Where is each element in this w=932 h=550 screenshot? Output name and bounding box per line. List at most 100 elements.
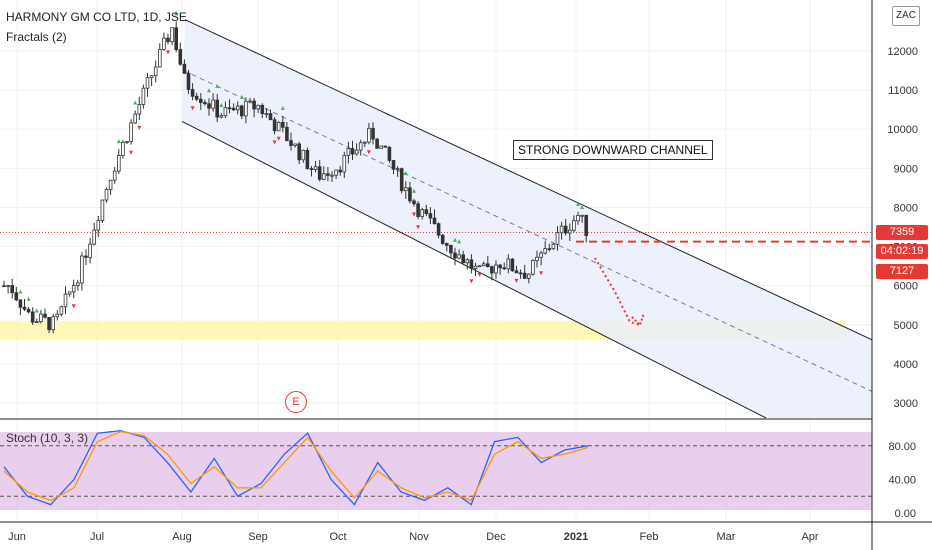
candle[interactable] xyxy=(244,100,248,117)
annotation-label[interactable]: STRONG DOWNWARD CHANNEL xyxy=(513,140,713,160)
candle[interactable] xyxy=(276,121,281,132)
candle[interactable] xyxy=(367,127,371,143)
stoch-line-d[interactable] xyxy=(3,430,589,502)
candle[interactable] xyxy=(223,107,228,117)
candle[interactable] xyxy=(358,142,363,151)
candle[interactable] xyxy=(59,306,64,315)
candle[interactable] xyxy=(440,234,445,244)
candle[interactable] xyxy=(354,149,359,155)
candle[interactable] xyxy=(522,272,527,279)
candle[interactable] xyxy=(436,223,441,236)
candle[interactable] xyxy=(2,285,6,288)
candle[interactable] xyxy=(580,214,584,217)
candle[interactable] xyxy=(145,77,150,89)
candle[interactable] xyxy=(153,66,158,77)
candle[interactable] xyxy=(194,95,199,100)
candle[interactable] xyxy=(18,299,23,308)
candle[interactable] xyxy=(67,291,72,295)
candle[interactable] xyxy=(338,169,342,173)
candle[interactable] xyxy=(510,258,515,272)
candle[interactable] xyxy=(543,248,547,254)
currency-button[interactable]: ZAC xyxy=(892,6,920,26)
candle[interactable] xyxy=(207,103,211,109)
candle[interactable] xyxy=(412,200,416,205)
candle[interactable] xyxy=(170,27,174,43)
candle[interactable] xyxy=(350,148,355,155)
channel-lower-line[interactable] xyxy=(181,120,767,419)
candle[interactable] xyxy=(219,115,224,118)
candle[interactable] xyxy=(428,213,433,219)
candle[interactable] xyxy=(117,155,121,172)
candle[interactable] xyxy=(248,100,252,103)
candle[interactable] xyxy=(231,107,236,111)
projection-arrow[interactable] xyxy=(594,257,641,326)
candle[interactable] xyxy=(149,75,154,79)
candle[interactable] xyxy=(568,229,572,234)
candle[interactable] xyxy=(43,313,47,318)
candle[interactable] xyxy=(268,113,273,121)
candle[interactable] xyxy=(527,273,531,279)
candle[interactable] xyxy=(531,260,535,275)
candle[interactable] xyxy=(88,243,92,258)
candle[interactable] xyxy=(572,220,576,231)
candle[interactable] xyxy=(162,37,166,50)
candle[interactable] xyxy=(104,189,109,201)
channel-upper-line[interactable] xyxy=(184,19,932,369)
candle[interactable] xyxy=(551,243,556,250)
candle[interactable] xyxy=(584,214,588,236)
candle[interactable] xyxy=(289,140,293,146)
candle[interactable] xyxy=(449,245,453,254)
candle[interactable] xyxy=(35,321,39,323)
candle[interactable] xyxy=(211,99,215,109)
candle[interactable] xyxy=(383,145,388,148)
candle[interactable] xyxy=(424,209,429,214)
stoch-label[interactable]: Stoch (10, 3, 3) xyxy=(6,431,89,445)
candle[interactable] xyxy=(133,113,138,124)
candle[interactable] xyxy=(84,255,88,258)
candle[interactable] xyxy=(280,121,285,128)
candle[interactable] xyxy=(473,265,478,269)
candle[interactable] xyxy=(547,248,552,251)
candle[interactable] xyxy=(326,173,330,176)
candle[interactable] xyxy=(264,113,269,115)
candle[interactable] xyxy=(6,285,10,287)
candle[interactable] xyxy=(334,169,338,176)
candle[interactable] xyxy=(477,265,482,268)
candle[interactable] xyxy=(141,87,146,105)
candle[interactable] xyxy=(125,141,129,143)
candle[interactable] xyxy=(297,143,301,161)
candle[interactable] xyxy=(252,100,256,110)
candle[interactable] xyxy=(317,166,322,180)
candle[interactable] xyxy=(96,220,101,231)
candle[interactable] xyxy=(375,138,379,149)
candle[interactable] xyxy=(260,104,265,115)
candle[interactable] xyxy=(490,266,494,274)
candle[interactable] xyxy=(502,267,506,270)
candle[interactable] xyxy=(272,119,277,132)
candle[interactable] xyxy=(186,72,191,90)
candle[interactable] xyxy=(305,149,310,170)
candle[interactable] xyxy=(121,141,125,156)
candle[interactable] xyxy=(379,145,383,149)
candle[interactable] xyxy=(112,170,117,181)
candle[interactable] xyxy=(190,89,195,97)
stoch-line-k[interactable] xyxy=(3,430,589,506)
earnings-marker[interactable]: E xyxy=(285,391,307,413)
candle[interactable] xyxy=(26,308,31,313)
symbol-title[interactable]: HARMONY GM CO LTD, 1D, JSE xyxy=(6,10,187,24)
candle[interactable] xyxy=(100,199,105,222)
candle[interactable] xyxy=(47,316,51,331)
candle[interactable] xyxy=(403,187,408,192)
candle[interactable] xyxy=(51,316,55,331)
candle[interactable] xyxy=(576,215,580,222)
candle[interactable] xyxy=(108,179,113,190)
candle[interactable] xyxy=(469,259,474,269)
candle[interactable] xyxy=(321,173,326,180)
candle[interactable] xyxy=(371,127,375,140)
candle[interactable] xyxy=(293,143,297,146)
candle[interactable] xyxy=(485,263,490,268)
candle[interactable] xyxy=(92,229,97,245)
candle[interactable] xyxy=(465,259,470,264)
candle[interactable] xyxy=(71,285,76,293)
